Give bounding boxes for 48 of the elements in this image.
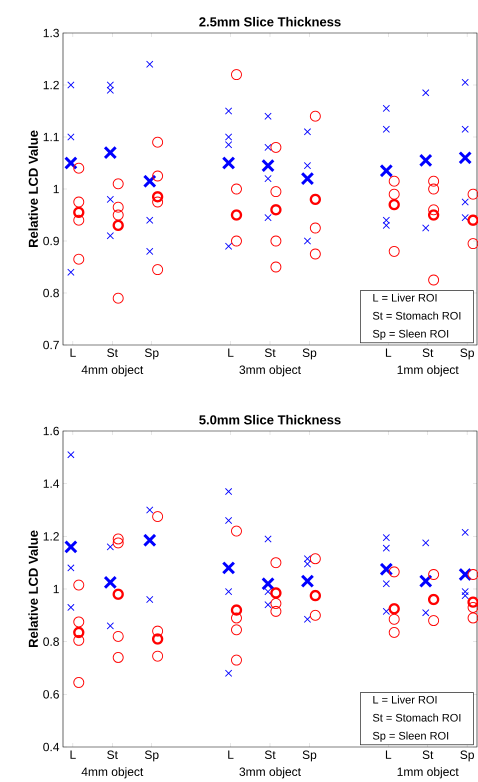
chart-title: 2.5mm Slice Thickness (199, 16, 341, 26)
y-tick-label: 0.9 (43, 236, 59, 246)
y-tick-label: 1.2 (44, 532, 59, 541)
x-tick-label: St (107, 750, 118, 760)
text: 4mm object (82, 767, 144, 778)
y-tick-label: 0.4 (43, 742, 60, 752)
x-tick-label: St (422, 750, 434, 760)
annotation: L = Liver ROI (373, 294, 436, 302)
text: 1mm object (398, 365, 459, 376)
x-tick-label: L (228, 348, 234, 357)
text: 4mm object (82, 365, 144, 376)
x-tick-label: St (264, 750, 276, 760)
text: 3mm object (239, 365, 301, 376)
y-tick-label: 1.4 (44, 480, 60, 488)
x-tick-label: L (70, 348, 76, 357)
x-tick-label: Sp (302, 348, 316, 360)
annotation: St = Stomach ROI (372, 714, 460, 722)
x-tick-label: St (422, 348, 434, 358)
y-tick-label: 1.6 (44, 426, 59, 436)
y-tick-label: 1.1 (44, 132, 59, 142)
annotation: Sp = Sleen ROI (372, 330, 448, 340)
x-tick-label: Sp (460, 348, 474, 360)
chart-title: 5.0mm Slice Thickness (199, 414, 341, 424)
y-tick-label: 0.6 (43, 690, 59, 699)
x-tick-label: L (386, 348, 392, 357)
y-tick-label: 1 (54, 584, 59, 594)
x-tick-label: L (386, 750, 392, 759)
annotation: Sp = Sleen ROI (372, 732, 448, 742)
x-tick-label: Sp (144, 750, 159, 762)
annotation: L = Liver ROI (373, 696, 436, 704)
y-tick-label: 1.2 (44, 80, 59, 90)
x-tick-label: Sp (302, 750, 316, 762)
y-tick-label: 0.8 (43, 288, 59, 298)
y-tick-label: 1 (54, 184, 59, 194)
text: 1mm object (398, 767, 459, 778)
x-tick-label: L (228, 750, 234, 759)
text: 3mm object (239, 767, 301, 778)
annotation: St = Stomach ROI (372, 312, 460, 320)
y-axis-title: Relative LCD Value (28, 530, 38, 648)
y-tick-label: 1.3 (44, 28, 59, 38)
x-tick-label: L (70, 750, 76, 759)
x-tick-label: Sp (144, 348, 159, 360)
x-tick-label: St (264, 348, 276, 358)
y-tick-label: 0.7 (43, 340, 59, 350)
y-tick-label: 0.8 (43, 637, 59, 646)
x-tick-label: Sp (460, 750, 474, 762)
x-tick-label: St (107, 348, 118, 358)
y-axis-title: Relative LCD Value (28, 130, 38, 248)
